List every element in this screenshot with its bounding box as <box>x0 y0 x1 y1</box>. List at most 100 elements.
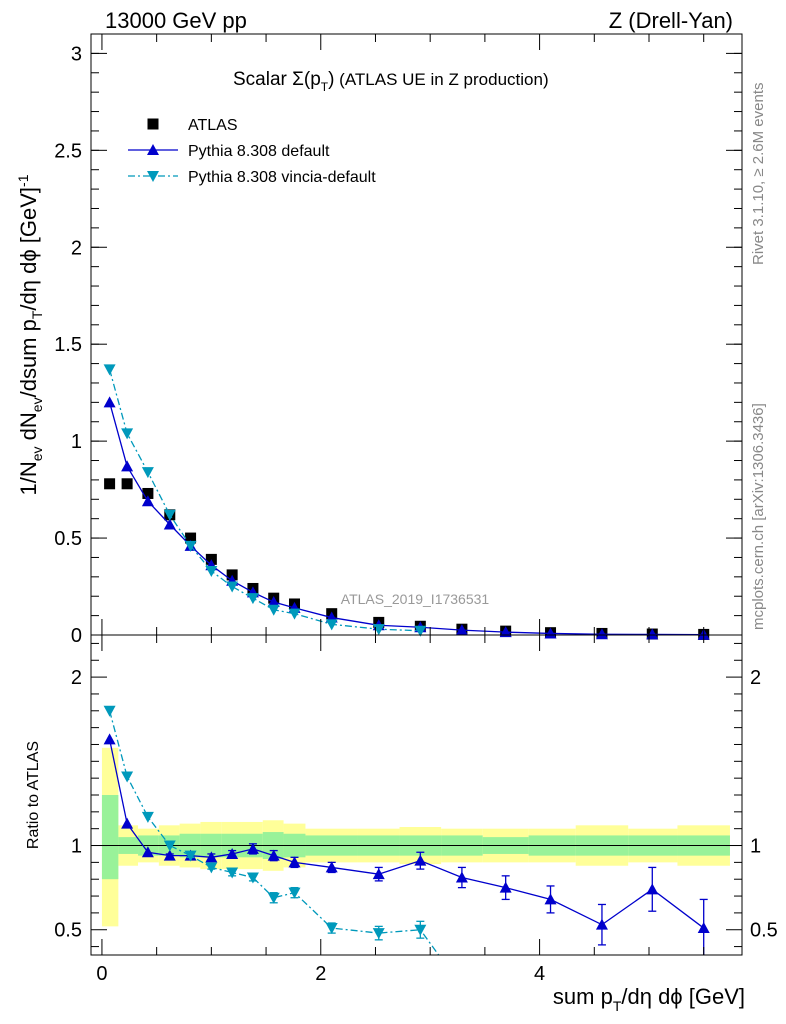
ylabel-part-5: T <box>29 310 45 319</box>
ratio-y-tick-label: 1 <box>71 836 82 858</box>
ratio-point-pythia-8-308-default <box>372 868 385 880</box>
main-panel: 00.511.522.53 Scalar Σ(pT) (ATLAS UE in … <box>15 33 743 647</box>
main-point-pythia-8-308-vincia-default <box>141 467 154 479</box>
main-y-tick-label: 0 <box>71 625 82 647</box>
main-point-pythia-8-308-default <box>163 518 176 530</box>
ratio-point-pythia-8-308-default <box>121 817 134 829</box>
main-point-pythia-8-308-vincia-default <box>121 428 134 440</box>
header-right: Z (Drell-Yan) <box>609 8 733 33</box>
y-axis-label: 1/Nev dNev/dsum pT/dη dϕ [GeV]-1 <box>15 174 45 495</box>
main-point-atlas <box>104 478 116 490</box>
ratio-point-pythia-8-308-default <box>205 851 218 863</box>
ratio-point-pythia-8-308-default <box>595 918 608 930</box>
main-point-pythia-8-308-default <box>544 627 557 639</box>
ratio-band-inner <box>101 795 119 880</box>
ratio-point-pythia-8-308-default <box>325 861 338 873</box>
ratio-point-pythia-8-308-vincia-default <box>205 862 218 874</box>
main-point-pythia-8-308-vincia-default <box>267 604 280 616</box>
main-y-tick-label: 0.5 <box>54 528 82 550</box>
ratio-series-group <box>103 705 710 955</box>
ratio-point-pythia-8-308-vincia-default <box>288 887 301 899</box>
main-point-pythia-8-308-default <box>455 624 468 636</box>
ratio-point-pythia-8-308-vincia-default <box>103 705 116 717</box>
ratio-point-pythia-8-308-default <box>163 849 176 861</box>
main-point-pythia-8-308-vincia-default <box>372 624 385 636</box>
ylabel-part-4: /dsum p <box>16 319 41 397</box>
main-y-tick-label: 1.5 <box>54 334 82 356</box>
main-point-atlas <box>185 532 197 544</box>
ratio-point-pythia-8-308-vincia-default <box>141 811 154 823</box>
legend-marker-pythia-8-308-vincia-default <box>147 171 159 182</box>
main-point-pythia-8-308-default <box>267 596 280 608</box>
legend: ATLAS Pythia 8.308 default Pythia 8.308 vi… <box>128 117 376 186</box>
ratio-line-pythia-8-308-vincia-default <box>108 710 440 955</box>
main-point-pythia-8-308-vincia-default <box>184 540 197 552</box>
ratio-point-pythia-8-308-default <box>226 847 239 859</box>
ratio-point-pythia-8-308-default <box>267 849 280 861</box>
main-point-pythia-8-308-default <box>595 628 608 640</box>
ratio-point-pythia-8-308-default <box>646 883 659 895</box>
mcplots-label: mcplots.cern.ch [arXiv:1306.3436] <box>750 403 767 630</box>
x-axis-label: sum pT/dη dϕ [GeV] <box>553 984 745 1014</box>
ratio-point-pythia-8-308-vincia-default <box>325 923 338 935</box>
ratio-point-pythia-8-308-default <box>141 846 154 858</box>
xlabel-part-2: /dη dϕ [GeV] <box>621 984 745 1009</box>
ratio-panel: 0.5 0.5 1 1 2 2 0 2 4 Ratio to ATLAS sum pT/dη d… <box>25 634 778 1014</box>
ratio-point-pythia-8-308-default <box>455 871 468 883</box>
ratio-point-pythia-8-308-default <box>246 842 259 854</box>
main-point-pythia-8-308-default <box>103 396 116 408</box>
x-tick-label: 4 <box>534 963 545 985</box>
ratio-y-tick-label-right: 0.5 <box>750 920 778 942</box>
ratio-y-axis-label: Ratio to ATLAS <box>25 741 42 849</box>
ratio-point-pythia-8-308-default <box>288 856 301 868</box>
main-point-pythia-8-308-vincia-default <box>288 608 301 620</box>
ratio-y-tick-label-right: 2 <box>750 667 761 689</box>
main-title-sub: T <box>321 80 329 94</box>
legend-marker-pythia-8-308-default <box>147 144 159 155</box>
ratio-point-pythia-8-308-default <box>697 922 710 934</box>
ratio-y-tick-label: 2 <box>71 667 82 689</box>
main-y-tick-label: 1 <box>71 431 82 453</box>
ratio-point-pythia-8-308-vincia-default <box>121 771 134 783</box>
legend-label-pythia-8-308-vincia-default: Pythia 8.308 vincia-default <box>188 169 376 186</box>
main-point-atlas <box>142 487 154 499</box>
ratio-point-pythia-8-308-vincia-default <box>414 924 427 936</box>
main-point-pythia-8-308-vincia-default <box>163 509 176 521</box>
ylabel-part-2: dN <box>16 412 41 446</box>
main-point-pythia-8-308-vincia-default <box>325 619 338 631</box>
main-y-tick-label: 2.5 <box>54 140 82 162</box>
main-point-atlas <box>121 478 133 490</box>
ratio-point-pythia-8-308-default <box>414 854 427 866</box>
ylabel-part-6: /dη dϕ [GeV] <box>16 187 41 311</box>
ratio-point-pythia-8-308-vincia-default <box>163 840 176 852</box>
main-point-pythia-8-308-vincia-default <box>226 581 239 593</box>
ylabel-part-7: -1 <box>15 174 31 187</box>
rivet-label: Rivet 3.1.10, ≥ 2.6M events <box>750 83 767 266</box>
legend-marker-atlas <box>147 118 159 130</box>
ratio-point-pythia-8-308-vincia-default <box>184 850 197 862</box>
main-point-pythia-8-308-default <box>499 626 512 638</box>
ratio-point-pythia-8-308-default <box>103 733 116 745</box>
main-point-pythia-8-308-default <box>121 460 134 472</box>
ylabel-part-0: 1/N <box>16 461 41 495</box>
ratio-point-pythia-8-308-vincia-default <box>372 928 385 940</box>
watermark: ATLAS_2019_I1736531 <box>341 591 490 607</box>
ylabel-part-3: ev <box>29 397 45 412</box>
legend-label-pythia-8-308-default: Pythia 8.308 default <box>188 143 330 160</box>
ratio-point-pythia-8-308-vincia-default <box>226 867 239 879</box>
ratio-point-pythia-8-308-vincia-default <box>246 872 259 884</box>
main-title-rest: (ATLAS UE in Z production) <box>334 70 548 89</box>
ratio-y-tick-label: 0.5 <box>54 920 82 942</box>
ratio-y-tick-label-right: 1 <box>750 836 761 858</box>
main-point-pythia-8-308-vincia-default <box>414 625 427 637</box>
ratio-frame <box>90 634 743 956</box>
main-y-tick-label: 2 <box>71 237 82 259</box>
main-point-pythia-8-308-vincia-default <box>205 566 218 578</box>
legend-label-atlas: ATLAS <box>188 117 238 134</box>
ratio-point-pythia-8-308-default <box>499 881 512 893</box>
main-point-pythia-8-308-default <box>141 495 154 507</box>
x-tick-label: 0 <box>96 963 107 985</box>
main-title-close: ) <box>328 69 334 90</box>
xlabel-part-0: sum p <box>553 984 613 1009</box>
